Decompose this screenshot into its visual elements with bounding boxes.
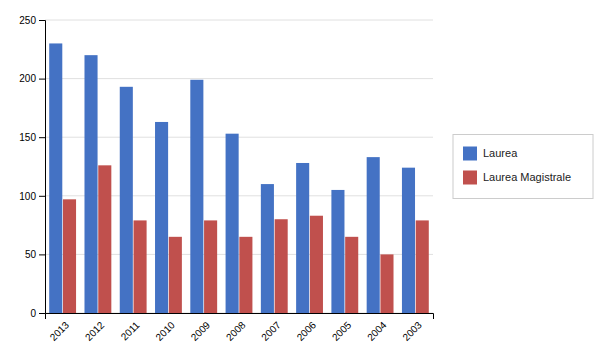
tick: 2006 — [295, 319, 319, 343]
legend-label: Laurea — [483, 147, 518, 159]
grid-line — [45, 20, 433, 21]
tick: 2009 — [189, 319, 213, 343]
tick-label: 2004 — [365, 319, 389, 343]
bar — [98, 165, 111, 313]
tick: 250 — [19, 15, 45, 26]
axis-line — [39, 21, 46, 314]
bars — [49, 43, 429, 313]
tick: 2011 — [119, 319, 142, 342]
tick-label: 50 — [25, 249, 37, 260]
tick-label: 150 — [19, 132, 36, 143]
tick: 2007 — [259, 319, 283, 343]
tick-label: 2009 — [189, 319, 213, 343]
tick-label: 2007 — [259, 319, 283, 343]
bar — [367, 157, 380, 313]
grid-line — [45, 137, 433, 138]
legend-label: Laurea Magistrale — [483, 171, 571, 183]
tick: 200 — [19, 73, 45, 84]
tick: 0 — [30, 308, 45, 319]
legend-swatch — [463, 147, 477, 161]
bar — [120, 87, 133, 313]
tick: 2004 — [365, 319, 389, 343]
bar — [310, 216, 323, 313]
bar — [296, 163, 309, 313]
tick: 2012 — [83, 319, 107, 343]
bar — [416, 220, 429, 313]
tick-mark — [39, 313, 45, 314]
tick-label: 2013 — [48, 319, 72, 343]
bar — [380, 254, 393, 313]
tick-label: 2011 — [119, 319, 142, 342]
bar — [331, 190, 344, 313]
tick: 150 — [19, 132, 45, 143]
tick-label: 250 — [19, 15, 36, 26]
tick-label: 2012 — [83, 319, 107, 343]
tick-label: 2010 — [153, 319, 177, 343]
grid-line — [45, 78, 433, 79]
axis-line — [46, 314, 434, 320]
tick-label: 0 — [30, 308, 36, 319]
bar — [84, 55, 97, 313]
tick-mark — [39, 137, 45, 138]
bar — [345, 237, 358, 313]
plot: 0501001502002502013201220112010200920082… — [19, 15, 433, 343]
tick-label: 100 — [19, 191, 36, 202]
x-axis: 2013 2012 2011 2010 2009 2008 2007 2006 2005 2004… — [46, 314, 434, 343]
series — [63, 165, 429, 313]
legend-item: Laurea — [463, 147, 518, 161]
grid — [45, 20, 433, 313]
tick: 2010 — [153, 319, 177, 343]
tick: 2005 — [330, 319, 354, 343]
legend-frame — [453, 135, 593, 199]
bar — [134, 220, 147, 313]
tick: 2008 — [224, 319, 248, 343]
tick-mark — [39, 196, 45, 197]
bar — [204, 220, 217, 313]
bar — [226, 134, 239, 313]
series — [49, 43, 415, 313]
tick-mark — [39, 79, 45, 80]
tick: 2013 — [48, 319, 72, 343]
bar — [402, 168, 415, 313]
tick-label: 2008 — [224, 319, 248, 343]
tick: 50 — [25, 249, 45, 260]
bar — [239, 237, 252, 313]
bar — [63, 199, 76, 313]
legend: Laurea Laurea Magistrale — [453, 135, 593, 199]
bar — [275, 219, 288, 313]
tick-label: 200 — [19, 73, 36, 84]
bar — [49, 43, 62, 313]
bar — [169, 237, 182, 313]
bar — [155, 122, 168, 313]
tick: 100 — [19, 191, 45, 202]
tick-label: 2003 — [400, 319, 424, 343]
legend-swatch — [463, 171, 477, 185]
tick-label: 2005 — [330, 319, 354, 343]
chart: 0501001502002502013201220112010200920082… — [0, 0, 603, 363]
tick: 2003 — [400, 319, 424, 343]
y-axis: 0 50 100 150 200 250 — [19, 15, 45, 319]
legend-item: Laurea Magistrale — [463, 171, 571, 185]
bar — [261, 184, 274, 313]
tick-mark — [39, 20, 45, 21]
tick-label: 2006 — [295, 319, 319, 343]
tick-mark — [39, 254, 45, 255]
bar — [190, 80, 203, 313]
